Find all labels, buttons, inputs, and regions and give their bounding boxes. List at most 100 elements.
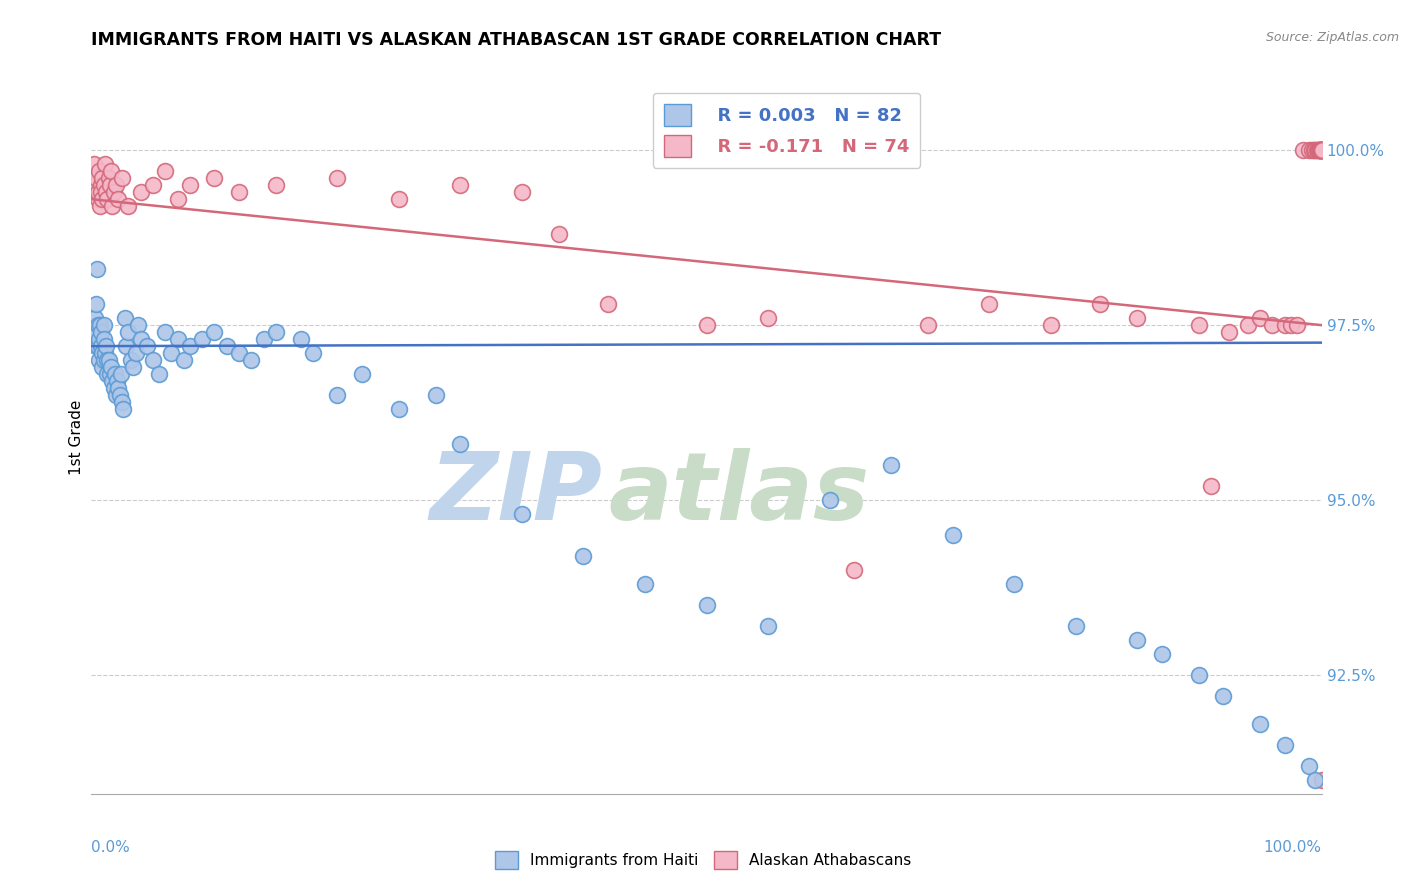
Point	[96, 367, 118, 381]
Point	[596, 297, 619, 311]
Point	[90, 339, 112, 353]
Point	[160, 346, 183, 360]
Point	[1308, 143, 1330, 157]
Point	[1310, 143, 1333, 157]
Point	[89, 318, 111, 333]
Point	[86, 192, 108, 206]
Point	[1309, 143, 1331, 157]
Point	[120, 353, 142, 368]
Point	[86, 262, 108, 277]
Point	[326, 388, 349, 402]
Point	[842, 563, 865, 577]
Point	[90, 346, 112, 360]
Point	[264, 325, 287, 339]
Point	[425, 388, 447, 402]
Text: ZIP: ZIP	[429, 448, 602, 541]
Point	[96, 185, 117, 199]
Point	[695, 318, 717, 333]
Point	[110, 367, 132, 381]
Point	[166, 192, 188, 206]
Text: 0.0%: 0.0%	[91, 840, 131, 855]
Point	[572, 549, 595, 563]
Text: IMMIGRANTS FROM HAITI VS ALASKAN ATHABASCAN 1ST GRADE CORRELATION CHART: IMMIGRANTS FROM HAITI VS ALASKAN ATHABAS…	[91, 31, 942, 49]
Point	[83, 157, 105, 171]
Point	[179, 339, 201, 353]
Point	[1249, 311, 1271, 326]
Point	[1305, 143, 1327, 157]
Point	[97, 171, 120, 186]
Point	[100, 360, 122, 375]
Point	[142, 353, 165, 368]
Point	[634, 577, 657, 591]
Point	[122, 360, 145, 375]
Point	[103, 381, 125, 395]
Point	[93, 318, 115, 333]
Point	[96, 339, 117, 353]
Point	[510, 185, 533, 199]
Point	[1310, 143, 1333, 157]
Point	[941, 528, 963, 542]
Point	[202, 171, 225, 186]
Point	[87, 353, 110, 368]
Point	[228, 346, 250, 360]
Point	[1126, 311, 1149, 326]
Point	[1218, 325, 1240, 339]
Point	[135, 339, 157, 353]
Point	[264, 178, 287, 193]
Point	[153, 325, 177, 339]
Point	[100, 164, 122, 178]
Point	[1310, 143, 1333, 157]
Point	[96, 353, 118, 368]
Point	[191, 332, 214, 346]
Point	[90, 325, 112, 339]
Point	[117, 325, 139, 339]
Point	[93, 178, 115, 193]
Point	[818, 493, 841, 508]
Point	[1292, 143, 1315, 157]
Point	[93, 332, 115, 346]
Point	[1187, 668, 1209, 682]
Point	[124, 346, 148, 360]
Point	[179, 178, 201, 193]
Point	[87, 185, 110, 199]
Point	[1309, 143, 1331, 157]
Point	[756, 619, 779, 633]
Point	[1199, 479, 1222, 493]
Point	[96, 192, 118, 206]
Text: Source: ZipAtlas.com: Source: ZipAtlas.com	[1265, 31, 1399, 45]
Point	[202, 325, 225, 339]
Point	[449, 178, 471, 193]
Point	[326, 171, 349, 186]
Point	[86, 297, 108, 311]
Point	[105, 374, 128, 388]
Point	[510, 507, 533, 521]
Point	[1237, 318, 1260, 333]
Point	[979, 297, 1001, 311]
Point	[86, 339, 108, 353]
Point	[1150, 647, 1173, 661]
Point	[84, 178, 107, 193]
Point	[1274, 738, 1296, 752]
Point	[101, 199, 124, 213]
Point	[97, 353, 120, 368]
Point	[1298, 759, 1320, 773]
Point	[91, 360, 114, 375]
Point	[1305, 143, 1327, 157]
Point	[880, 458, 903, 472]
Point	[1298, 143, 1320, 157]
Point	[1310, 143, 1333, 157]
Point	[1249, 717, 1271, 731]
Point	[127, 318, 149, 333]
Point	[1126, 632, 1149, 647]
Point	[107, 192, 129, 206]
Point	[1303, 143, 1326, 157]
Point	[1064, 619, 1087, 633]
Point	[449, 437, 471, 451]
Point	[228, 185, 250, 199]
Point	[1305, 772, 1327, 787]
Text: atlas: atlas	[607, 448, 869, 541]
Point	[93, 353, 115, 368]
Point	[90, 171, 112, 186]
Point	[86, 318, 108, 333]
Point	[101, 374, 124, 388]
